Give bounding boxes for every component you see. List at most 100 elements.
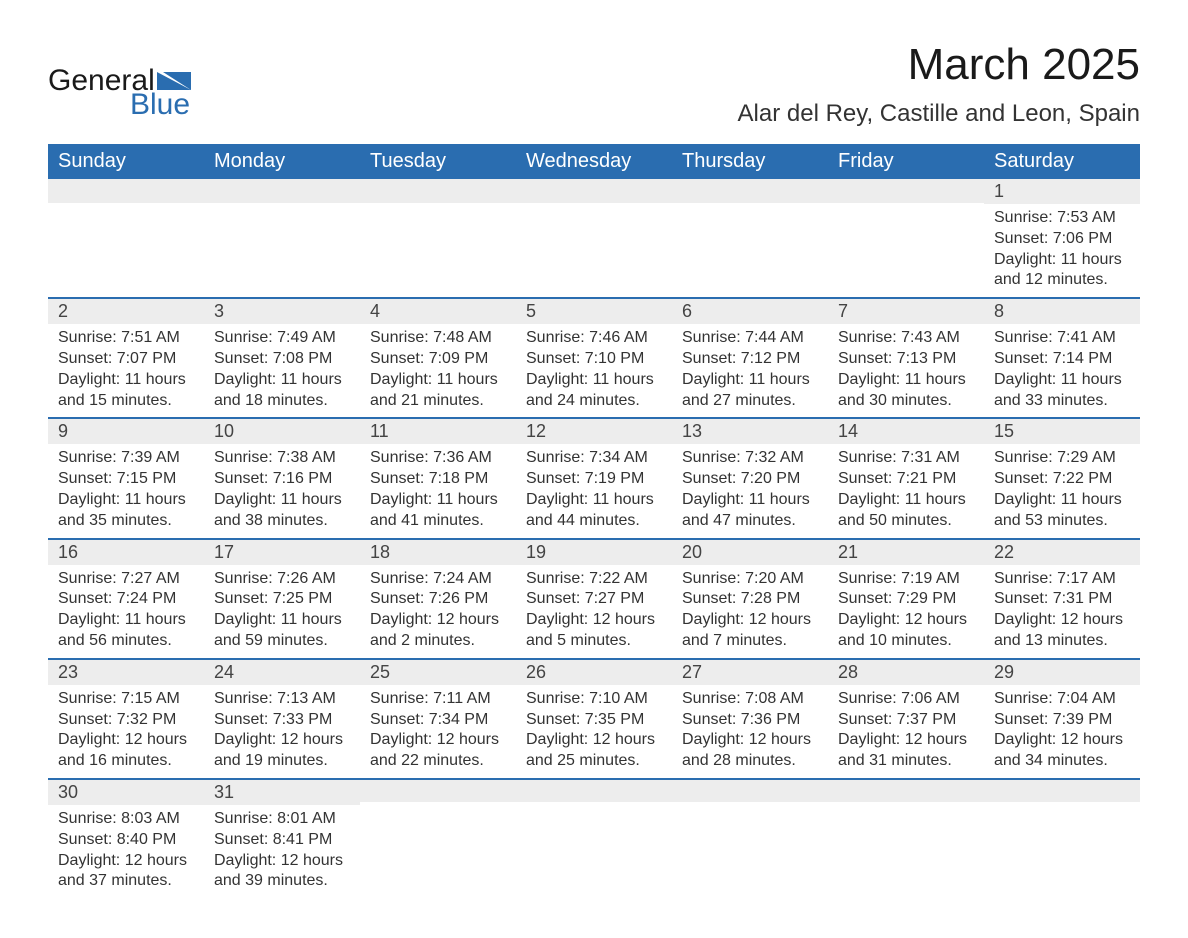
- day-number: 20: [672, 538, 828, 565]
- day-number: [204, 179, 360, 203]
- day-details: Sunrise: 8:01 AMSunset: 8:41 PMDaylight:…: [204, 805, 360, 898]
- calendar-cell: 3Sunrise: 7:49 AMSunset: 7:08 PMDaylight…: [204, 297, 360, 417]
- daylight-text: Daylight: 11 hours and 33 minutes.: [994, 370, 1130, 412]
- sunset-text: Sunset: 7:12 PM: [682, 349, 818, 370]
- sunrise-text: Sunrise: 7:22 AM: [526, 569, 662, 590]
- sunset-text: Sunset: 7:10 PM: [526, 349, 662, 370]
- daylight-text: Daylight: 11 hours and 44 minutes.: [526, 490, 662, 532]
- calendar-cell: 7Sunrise: 7:43 AMSunset: 7:13 PMDaylight…: [828, 297, 984, 417]
- calendar-cell: 18Sunrise: 7:24 AMSunset: 7:26 PMDayligh…: [360, 538, 516, 658]
- day-number: 12: [516, 417, 672, 444]
- daylight-text: Daylight: 11 hours and 30 minutes.: [838, 370, 974, 412]
- calendar-cell: 12Sunrise: 7:34 AMSunset: 7:19 PMDayligh…: [516, 417, 672, 537]
- daylight-text: Daylight: 11 hours and 56 minutes.: [58, 610, 194, 652]
- day-number: 30: [48, 778, 204, 805]
- sunset-text: Sunset: 7:16 PM: [214, 469, 350, 490]
- sunrise-text: Sunrise: 7:48 AM: [370, 328, 506, 349]
- sunset-text: Sunset: 7:18 PM: [370, 469, 506, 490]
- day-details: Sunrise: 7:04 AMSunset: 7:39 PMDaylight:…: [984, 685, 1140, 778]
- calendar-cell: [984, 778, 1140, 898]
- sunset-text: Sunset: 7:28 PM: [682, 589, 818, 610]
- day-number: 11: [360, 417, 516, 444]
- day-details: Sunrise: 7:13 AMSunset: 7:33 PMDaylight:…: [204, 685, 360, 778]
- day-number: 22: [984, 538, 1140, 565]
- daylight-text: Daylight: 12 hours and 5 minutes.: [526, 610, 662, 652]
- day-number: 15: [984, 417, 1140, 444]
- day-number: 21: [828, 538, 984, 565]
- sunrise-text: Sunrise: 7:19 AM: [838, 569, 974, 590]
- day-number: 2: [48, 297, 204, 324]
- calendar-cell: [516, 179, 672, 297]
- day-details: Sunrise: 7:43 AMSunset: 7:13 PMDaylight:…: [828, 324, 984, 417]
- calendar-cell: 23Sunrise: 7:15 AMSunset: 7:32 PMDayligh…: [48, 658, 204, 778]
- daylight-text: Daylight: 11 hours and 59 minutes.: [214, 610, 350, 652]
- day-details: Sunrise: 7:19 AMSunset: 7:29 PMDaylight:…: [828, 565, 984, 658]
- calendar-cell: 30Sunrise: 8:03 AMSunset: 8:40 PMDayligh…: [48, 778, 204, 898]
- sunrise-text: Sunrise: 7:34 AM: [526, 448, 662, 469]
- sunrise-text: Sunrise: 7:04 AM: [994, 689, 1130, 710]
- day-number: 18: [360, 538, 516, 565]
- sunrise-text: Sunrise: 7:39 AM: [58, 448, 194, 469]
- calendar-cell: [828, 179, 984, 297]
- day-details: [516, 802, 672, 870]
- calendar-daynum-row: 1Sunrise: 7:53 AMSunset: 7:06 PMDaylight…: [48, 179, 1140, 297]
- daylight-text: Daylight: 11 hours and 18 minutes.: [214, 370, 350, 412]
- day-number: 17: [204, 538, 360, 565]
- daylight-text: Daylight: 12 hours and 25 minutes.: [526, 730, 662, 772]
- day-number: 19: [516, 538, 672, 565]
- calendar-cell: 26Sunrise: 7:10 AMSunset: 7:35 PMDayligh…: [516, 658, 672, 778]
- sunset-text: Sunset: 7:09 PM: [370, 349, 506, 370]
- calendar-table: Sunday Monday Tuesday Wednesday Thursday…: [48, 144, 1140, 898]
- daylight-text: Daylight: 12 hours and 10 minutes.: [838, 610, 974, 652]
- logo-word-2: Blue: [130, 88, 191, 122]
- calendar-cell: 11Sunrise: 7:36 AMSunset: 7:18 PMDayligh…: [360, 417, 516, 537]
- sunset-text: Sunset: 7:15 PM: [58, 469, 194, 490]
- day-number: 9: [48, 417, 204, 444]
- sunrise-text: Sunrise: 7:32 AM: [682, 448, 818, 469]
- title-block: March 2025 Alar del Rey, Castille and Le…: [738, 40, 1140, 128]
- sunset-text: Sunset: 7:33 PM: [214, 710, 350, 731]
- sunrise-text: Sunrise: 7:46 AM: [526, 328, 662, 349]
- day-number: 24: [204, 658, 360, 685]
- day-details: [360, 802, 516, 870]
- day-details: Sunrise: 7:31 AMSunset: 7:21 PMDaylight:…: [828, 444, 984, 537]
- daylight-text: Daylight: 11 hours and 38 minutes.: [214, 490, 350, 532]
- calendar-cell: 17Sunrise: 7:26 AMSunset: 7:25 PMDayligh…: [204, 538, 360, 658]
- sunrise-text: Sunrise: 7:10 AM: [526, 689, 662, 710]
- calendar-cell: 5Sunrise: 7:46 AMSunset: 7:10 PMDaylight…: [516, 297, 672, 417]
- sunrise-text: Sunrise: 8:01 AM: [214, 809, 350, 830]
- sunrise-text: Sunrise: 7:31 AM: [838, 448, 974, 469]
- sunset-text: Sunset: 7:25 PM: [214, 589, 350, 610]
- sunrise-text: Sunrise: 7:43 AM: [838, 328, 974, 349]
- day-number: [984, 778, 1140, 802]
- day-details: Sunrise: 8:03 AMSunset: 8:40 PMDaylight:…: [48, 805, 204, 898]
- daylight-text: Daylight: 11 hours and 35 minutes.: [58, 490, 194, 532]
- sunrise-text: Sunrise: 7:27 AM: [58, 569, 194, 590]
- calendar-cell: [204, 179, 360, 297]
- col-friday: Friday: [828, 144, 984, 179]
- daylight-text: Daylight: 11 hours and 27 minutes.: [682, 370, 818, 412]
- sunset-text: Sunset: 7:36 PM: [682, 710, 818, 731]
- day-details: Sunrise: 7:24 AMSunset: 7:26 PMDaylight:…: [360, 565, 516, 658]
- day-details: Sunrise: 7:36 AMSunset: 7:18 PMDaylight:…: [360, 444, 516, 537]
- sunrise-text: Sunrise: 7:11 AM: [370, 689, 506, 710]
- day-details: [204, 203, 360, 271]
- logo: General Blue: [48, 64, 191, 122]
- day-details: [48, 203, 204, 271]
- day-details: Sunrise: 7:41 AMSunset: 7:14 PMDaylight:…: [984, 324, 1140, 417]
- day-details: Sunrise: 7:53 AMSunset: 7:06 PMDaylight:…: [984, 204, 1140, 297]
- day-number: 28: [828, 658, 984, 685]
- calendar-cell: [828, 778, 984, 898]
- col-sunday: Sunday: [48, 144, 204, 179]
- daylight-text: Daylight: 11 hours and 24 minutes.: [526, 370, 662, 412]
- calendar-cell: 15Sunrise: 7:29 AMSunset: 7:22 PMDayligh…: [984, 417, 1140, 537]
- day-details: Sunrise: 7:11 AMSunset: 7:34 PMDaylight:…: [360, 685, 516, 778]
- day-number: [828, 179, 984, 203]
- day-details: Sunrise: 7:29 AMSunset: 7:22 PMDaylight:…: [984, 444, 1140, 537]
- sunrise-text: Sunrise: 7:15 AM: [58, 689, 194, 710]
- sunset-text: Sunset: 7:08 PM: [214, 349, 350, 370]
- daylight-text: Daylight: 11 hours and 47 minutes.: [682, 490, 818, 532]
- day-number: [516, 778, 672, 802]
- col-thursday: Thursday: [672, 144, 828, 179]
- day-details: Sunrise: 7:51 AMSunset: 7:07 PMDaylight:…: [48, 324, 204, 417]
